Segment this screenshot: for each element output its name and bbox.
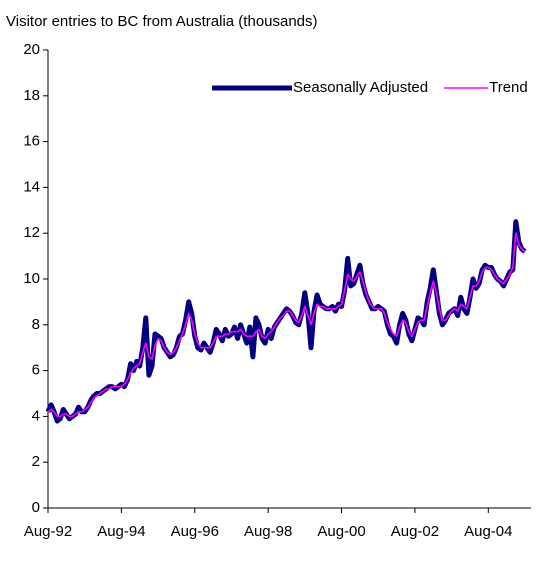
legend-label: Seasonally Adjusted: [293, 79, 428, 96]
y-tick-label: 12: [23, 224, 40, 241]
series-line: [47, 232, 526, 418]
y-tick-label: 20: [23, 41, 40, 58]
y-tick-label: 4: [32, 407, 40, 424]
series-line: [45, 219, 527, 424]
x-tick-label: Aug-96: [171, 523, 219, 540]
x-tick-label: Aug-98: [244, 523, 292, 540]
legend-label: Trend: [489, 79, 528, 96]
y-tick-label: 10: [23, 270, 40, 287]
x-tick-label: Aug-94: [97, 523, 145, 540]
y-tick-label: 2: [32, 453, 40, 470]
chart-title: Visitor entries to BC from Australia (th…: [6, 13, 318, 30]
x-tick-label: Aug-92: [24, 523, 72, 540]
y-tick-label: 8: [32, 316, 40, 333]
x-tick-label: Aug-00: [317, 523, 365, 540]
y-tick-label: 16: [23, 133, 40, 150]
x-tick-label: Aug-04: [464, 523, 512, 540]
y-tick-label: 18: [23, 87, 40, 104]
y-tick-label: 0: [32, 499, 40, 516]
y-tick-label: 6: [32, 362, 40, 379]
x-tick-label: Aug-02: [391, 523, 439, 540]
y-tick-label: 14: [23, 178, 40, 195]
